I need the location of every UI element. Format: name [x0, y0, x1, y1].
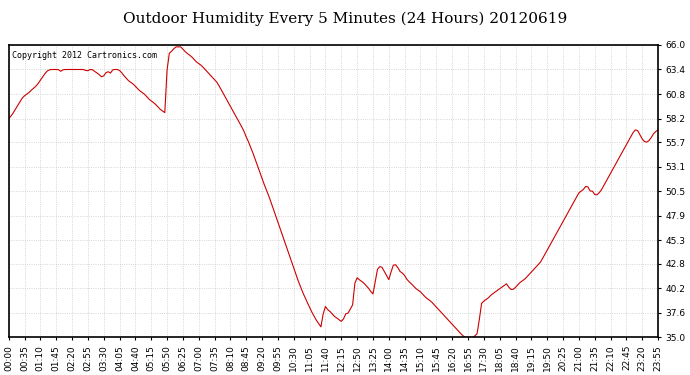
Text: Copyright 2012 Cartronics.com: Copyright 2012 Cartronics.com	[12, 51, 157, 60]
Text: Outdoor Humidity Every 5 Minutes (24 Hours) 20120619: Outdoor Humidity Every 5 Minutes (24 Hou…	[123, 11, 567, 26]
